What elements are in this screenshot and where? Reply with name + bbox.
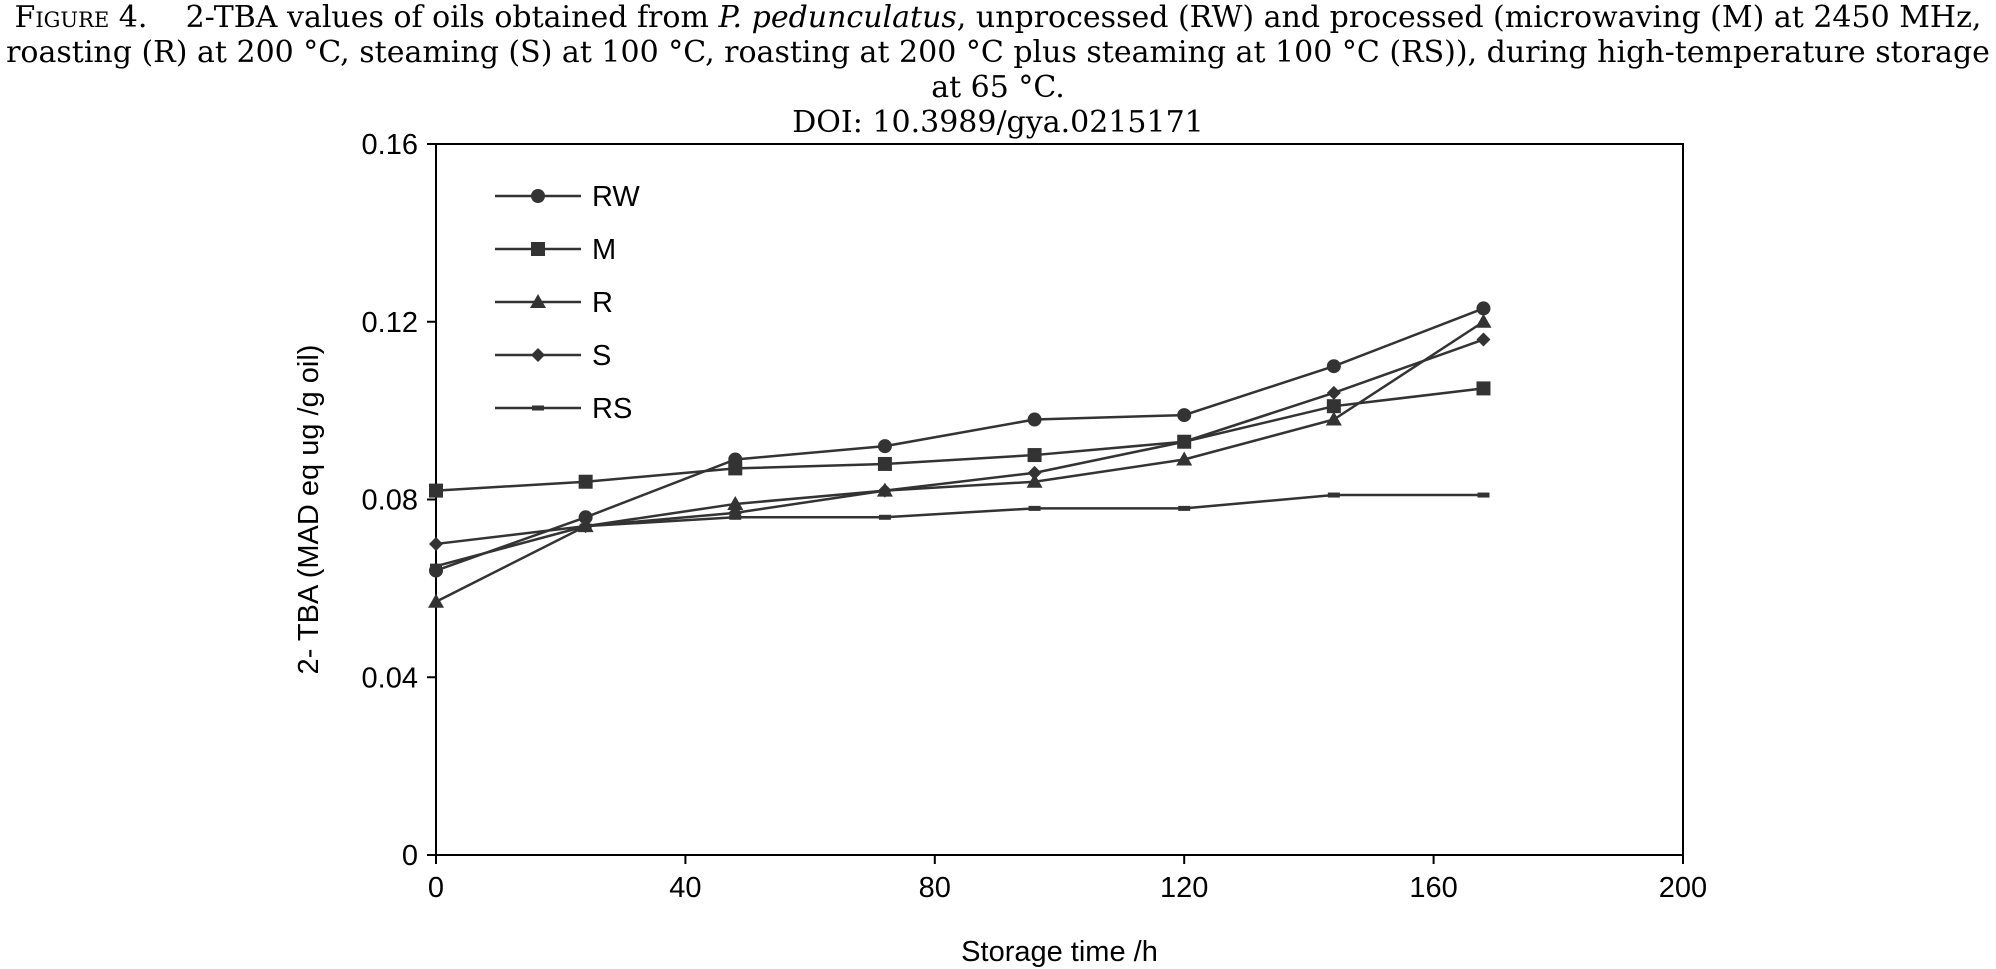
data-point-m — [1027, 448, 1042, 463]
data-point-r — [1475, 313, 1492, 328]
data-point-rs — [878, 514, 891, 520]
legend-item-r: R — [495, 287, 613, 319]
legend-label: M — [592, 234, 616, 266]
data-point-rs — [1028, 505, 1041, 511]
data-point-r — [1325, 411, 1342, 426]
legend-item-rw: RW — [495, 181, 640, 213]
legend-marker — [531, 242, 545, 256]
series-rw — [429, 301, 1491, 578]
data-point-rs — [1327, 492, 1340, 498]
x-tick-label: 200 — [1659, 872, 1707, 904]
legend-label: RS — [592, 393, 632, 425]
legend-label: S — [592, 340, 611, 372]
data-point-rs — [1477, 492, 1490, 498]
series-m — [429, 381, 1491, 498]
series-line-r — [435, 320, 1485, 603]
plot-frame — [435, 143, 1684, 856]
legend-marker — [531, 348, 545, 362]
x-tick-label: 0 — [428, 872, 444, 904]
caption-line-3: DOI: 10.3989/gya.0215171 — [792, 105, 1204, 140]
data-point-rs — [430, 563, 442, 569]
data-point-rw — [578, 510, 593, 525]
legend-item-s: S — [495, 340, 611, 372]
data-point-rw — [877, 439, 892, 454]
data-point-m — [728, 461, 743, 476]
legend-marker — [531, 189, 545, 203]
x-tick-label: 120 — [1160, 872, 1208, 904]
figure-label: Figure 4. — [14, 0, 148, 35]
y-tick-label: 0.16 — [362, 129, 418, 161]
species-name: P. pedunculatus — [718, 0, 957, 35]
legend-label: R — [592, 287, 613, 319]
series-line-m — [435, 387, 1484, 492]
caption-line-1: Figure 4. 2-TBA values of oils obtained … — [0, 0, 1996, 35]
series-line-rw — [435, 307, 1484, 572]
data-point-rs — [579, 523, 592, 529]
y-tick-label: 0 — [402, 840, 418, 872]
data-point-m — [578, 474, 593, 489]
data-point-m — [1326, 399, 1341, 414]
data-point-r — [727, 495, 744, 510]
data-point-rw — [1326, 359, 1341, 374]
data-point-r — [1176, 451, 1193, 466]
y-axis-label: 2- TBA (MAD eq ug /g oil) — [293, 345, 325, 675]
legend-label: RW — [592, 181, 640, 213]
data-point-r — [428, 593, 444, 608]
x-tick-label: 40 — [669, 872, 701, 904]
x-tick-label: 80 — [919, 872, 951, 904]
series-line-rs — [435, 493, 1484, 568]
data-point-rw — [1177, 408, 1192, 423]
data-point-s — [1476, 332, 1491, 347]
data-point-s — [1326, 385, 1341, 400]
y-tick-label: 0.08 — [362, 485, 418, 517]
caption-text-1b: , unprocessed (RW) and processed (microw… — [956, 0, 1982, 35]
legend-item-rs: RS — [495, 393, 632, 425]
data-point-s — [429, 536, 443, 551]
data-point-s — [1177, 434, 1192, 449]
data-point-rw — [1476, 301, 1491, 316]
caption-text-1a: 2-TBA values of oils obtained from — [185, 0, 719, 35]
series-rs — [430, 492, 1490, 569]
data-point-s — [1027, 465, 1042, 480]
data-point-rs — [729, 514, 742, 520]
data-point-m — [429, 483, 443, 498]
series-lines — [428, 301, 1492, 608]
legend-item-m: M — [495, 234, 616, 266]
x-tick-label: 160 — [1409, 872, 1457, 904]
figure-caption: Figure 4. 2-TBA values of oils obtained … — [0, 0, 1996, 140]
ticks: 0 0.04 0.08 0.12 0.16 0 40 80 120 160 200 — [362, 129, 1708, 904]
legend-marker — [530, 294, 546, 308]
caption-line-2: roasting (R) at 200 °C, steaming (S) at … — [6, 35, 1990, 105]
legend-marker — [532, 405, 544, 411]
data-point-rs — [1178, 505, 1191, 511]
data-point-s — [877, 483, 892, 498]
data-point-m — [1476, 381, 1491, 396]
data-point-r — [1026, 473, 1043, 488]
y-tick-label: 0.04 — [362, 662, 418, 694]
x-axis-label: Storage time /h — [961, 936, 1158, 968]
data-point-rw — [1027, 412, 1042, 427]
y-tick-label: 0.12 — [362, 307, 418, 339]
axes — [435, 143, 1684, 856]
data-point-m — [877, 456, 892, 471]
